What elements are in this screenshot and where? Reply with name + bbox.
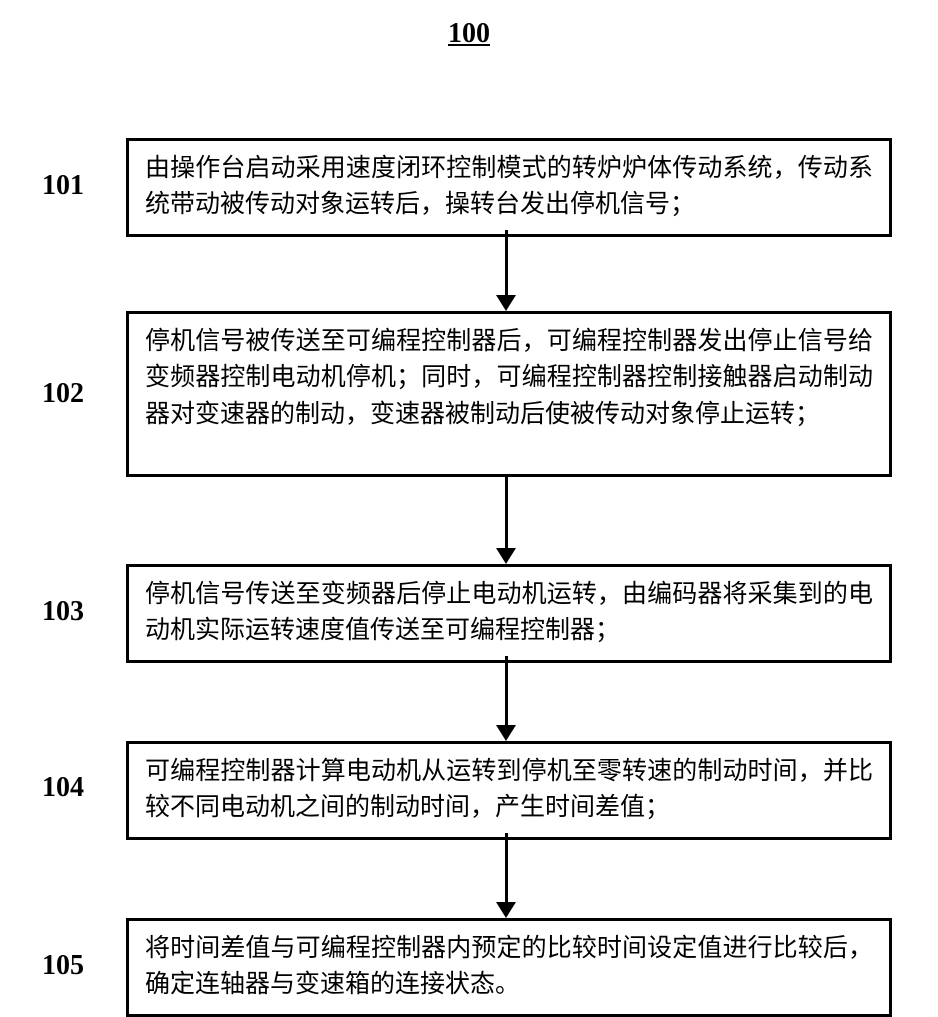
step-label-101: 101 (42, 170, 84, 202)
arrow-head-1 (496, 295, 516, 311)
arrow-line-3 (505, 656, 508, 725)
arrow-line-2 (505, 477, 508, 548)
arrow-head-3 (496, 725, 516, 741)
step-label-104: 104 (42, 772, 84, 804)
step-box-101: 由操作台启动采用速度闭环控制模式的转炉炉体传动系统，传动系统带动被传动对象运转后… (126, 138, 892, 237)
arrow-line-1 (505, 230, 508, 295)
step-box-102: 停机信号被传送至可编程控制器后，可编程控制器发出停止信号给变频器控制电动机停机；… (126, 311, 892, 477)
step-box-104: 可编程控制器计算电动机从运转到停机至零转速的制动时间，并比较不同电动机之间的制动… (126, 741, 892, 840)
arrow-head-4 (496, 902, 516, 918)
step-label-102: 102 (42, 378, 84, 410)
arrow-head-2 (496, 548, 516, 564)
arrow-line-4 (505, 833, 508, 902)
step-label-103: 103 (42, 596, 84, 628)
diagram-title: 100 (0, 0, 938, 60)
step-box-103: 停机信号传送至变频器后停止电动机运转，由编码器将采集到的电动机实际运转速度值传送… (126, 564, 892, 663)
step-box-105: 将时间差值与可编程控制器内预定的比较时间设定值进行比较后，确定连轴器与变速箱的连… (126, 918, 892, 1017)
step-label-105: 105 (42, 950, 84, 982)
